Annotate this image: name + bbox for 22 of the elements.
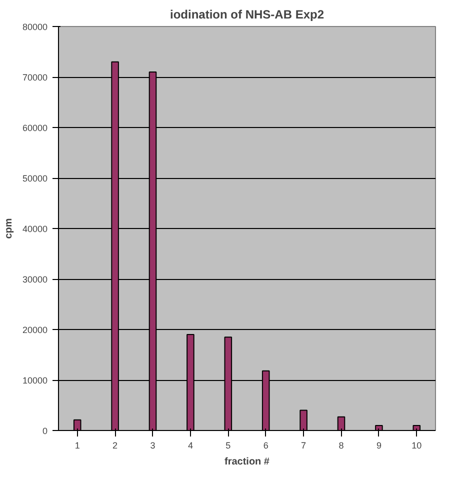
y-tick-label: 60000 bbox=[22, 123, 48, 133]
y-tick-label: 40000 bbox=[22, 224, 48, 234]
y-tick-label: 20000 bbox=[22, 325, 48, 335]
x-tick-label: 4 bbox=[188, 440, 193, 450]
x-tick-label: 2 bbox=[112, 440, 118, 450]
y-axis-title: cpm bbox=[3, 218, 14, 239]
x-tick-label: 10 bbox=[412, 440, 422, 450]
y-tick-label: 30000 bbox=[22, 274, 48, 284]
y-tick-label: 70000 bbox=[22, 72, 48, 82]
y-tick-label: 10000 bbox=[22, 376, 48, 386]
y-tick-label: 50000 bbox=[22, 174, 48, 184]
x-axis-title: fraction # bbox=[224, 456, 270, 468]
x-tick-label: 7 bbox=[301, 440, 306, 450]
x-tick-label: 1 bbox=[74, 440, 80, 450]
x-tick-label: 6 bbox=[263, 440, 268, 450]
x-tick-label: 5 bbox=[226, 440, 231, 450]
x-tick-label: 8 bbox=[338, 440, 344, 450]
y-tick-label: 0 bbox=[42, 426, 48, 436]
chart-title: iodination of NHS-AB Exp2 bbox=[170, 8, 324, 22]
x-tick-label: 9 bbox=[376, 440, 382, 450]
x-tick-label: 3 bbox=[150, 440, 156, 450]
y-tick-label: 80000 bbox=[22, 22, 48, 32]
